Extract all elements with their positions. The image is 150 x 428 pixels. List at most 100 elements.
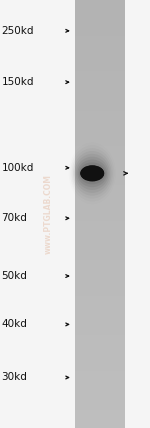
Bar <box>75 410 124 414</box>
Bar <box>75 11 124 14</box>
Bar <box>75 321 124 324</box>
Bar <box>75 324 124 328</box>
Bar <box>75 271 124 275</box>
Bar <box>75 43 124 46</box>
Bar <box>75 171 124 175</box>
Bar <box>75 357 124 360</box>
Bar <box>75 46 124 50</box>
Bar <box>75 260 124 264</box>
Bar <box>75 339 124 342</box>
Bar <box>75 289 124 292</box>
Bar <box>75 303 124 307</box>
Bar <box>75 214 124 217</box>
Bar <box>75 268 124 271</box>
Ellipse shape <box>77 160 107 187</box>
Bar <box>75 0 124 3</box>
Bar <box>75 425 124 428</box>
Ellipse shape <box>76 157 109 190</box>
Bar <box>75 146 124 150</box>
Bar <box>75 335 124 339</box>
Bar <box>75 414 124 417</box>
Bar <box>75 25 124 29</box>
Bar <box>75 93 124 96</box>
Bar <box>75 310 124 314</box>
Bar <box>75 332 124 335</box>
Bar <box>75 417 124 421</box>
Bar <box>75 203 124 207</box>
Bar <box>75 232 124 235</box>
Bar <box>75 371 124 374</box>
Bar <box>75 168 124 171</box>
Bar <box>75 307 124 310</box>
Bar <box>75 71 124 75</box>
Bar <box>75 292 124 296</box>
Bar <box>75 7 124 11</box>
Text: 250kd: 250kd <box>2 26 34 36</box>
Bar <box>75 282 124 285</box>
Bar <box>75 389 124 392</box>
Bar <box>75 57 124 61</box>
Bar <box>75 407 124 410</box>
Bar <box>75 228 124 232</box>
Bar <box>75 385 124 389</box>
Bar <box>75 239 124 243</box>
Bar <box>75 235 124 239</box>
Bar <box>75 221 124 225</box>
Bar <box>75 160 124 164</box>
Bar <box>75 18 124 21</box>
Bar <box>75 207 124 211</box>
Bar <box>75 185 124 189</box>
Ellipse shape <box>73 151 111 196</box>
Bar <box>75 257 124 260</box>
Bar <box>75 29 124 32</box>
Bar <box>75 296 124 300</box>
Bar <box>75 217 124 221</box>
Bar <box>75 211 124 214</box>
Bar <box>75 100 124 104</box>
Bar <box>75 128 124 132</box>
Bar <box>75 143 124 146</box>
Bar <box>75 164 124 168</box>
Ellipse shape <box>81 167 103 180</box>
Bar <box>75 300 124 303</box>
Bar <box>75 342 124 346</box>
Bar <box>75 64 124 68</box>
Ellipse shape <box>81 167 103 179</box>
Ellipse shape <box>80 165 104 181</box>
Bar <box>75 21 124 25</box>
Bar <box>75 32 124 36</box>
Bar <box>75 118 124 121</box>
Bar <box>75 50 124 54</box>
Bar <box>75 403 124 407</box>
Bar <box>75 114 124 118</box>
Bar <box>75 178 124 182</box>
Bar <box>75 107 124 110</box>
Ellipse shape <box>81 166 104 181</box>
Bar <box>75 392 124 396</box>
Text: 50kd: 50kd <box>2 271 27 281</box>
Bar <box>75 243 124 246</box>
Bar <box>75 121 124 125</box>
Bar <box>75 175 124 178</box>
Bar <box>75 193 124 196</box>
Text: 150kd: 150kd <box>2 77 34 87</box>
Bar <box>75 82 124 86</box>
Bar <box>75 318 124 321</box>
Bar <box>75 139 124 143</box>
Text: 70kd: 70kd <box>2 213 27 223</box>
Bar <box>75 86 124 89</box>
Bar <box>75 346 124 350</box>
Ellipse shape <box>80 166 104 181</box>
Bar <box>75 196 124 200</box>
Text: www.PTGLAB.COM: www.PTGLAB.COM <box>44 174 52 254</box>
Bar <box>75 150 124 153</box>
Ellipse shape <box>81 166 104 180</box>
Bar <box>75 200 124 203</box>
Ellipse shape <box>75 154 110 193</box>
Bar <box>75 36 124 39</box>
Bar <box>75 364 124 367</box>
Bar <box>75 157 124 160</box>
Bar <box>75 153 124 157</box>
Bar <box>75 61 124 64</box>
Bar <box>75 246 124 250</box>
